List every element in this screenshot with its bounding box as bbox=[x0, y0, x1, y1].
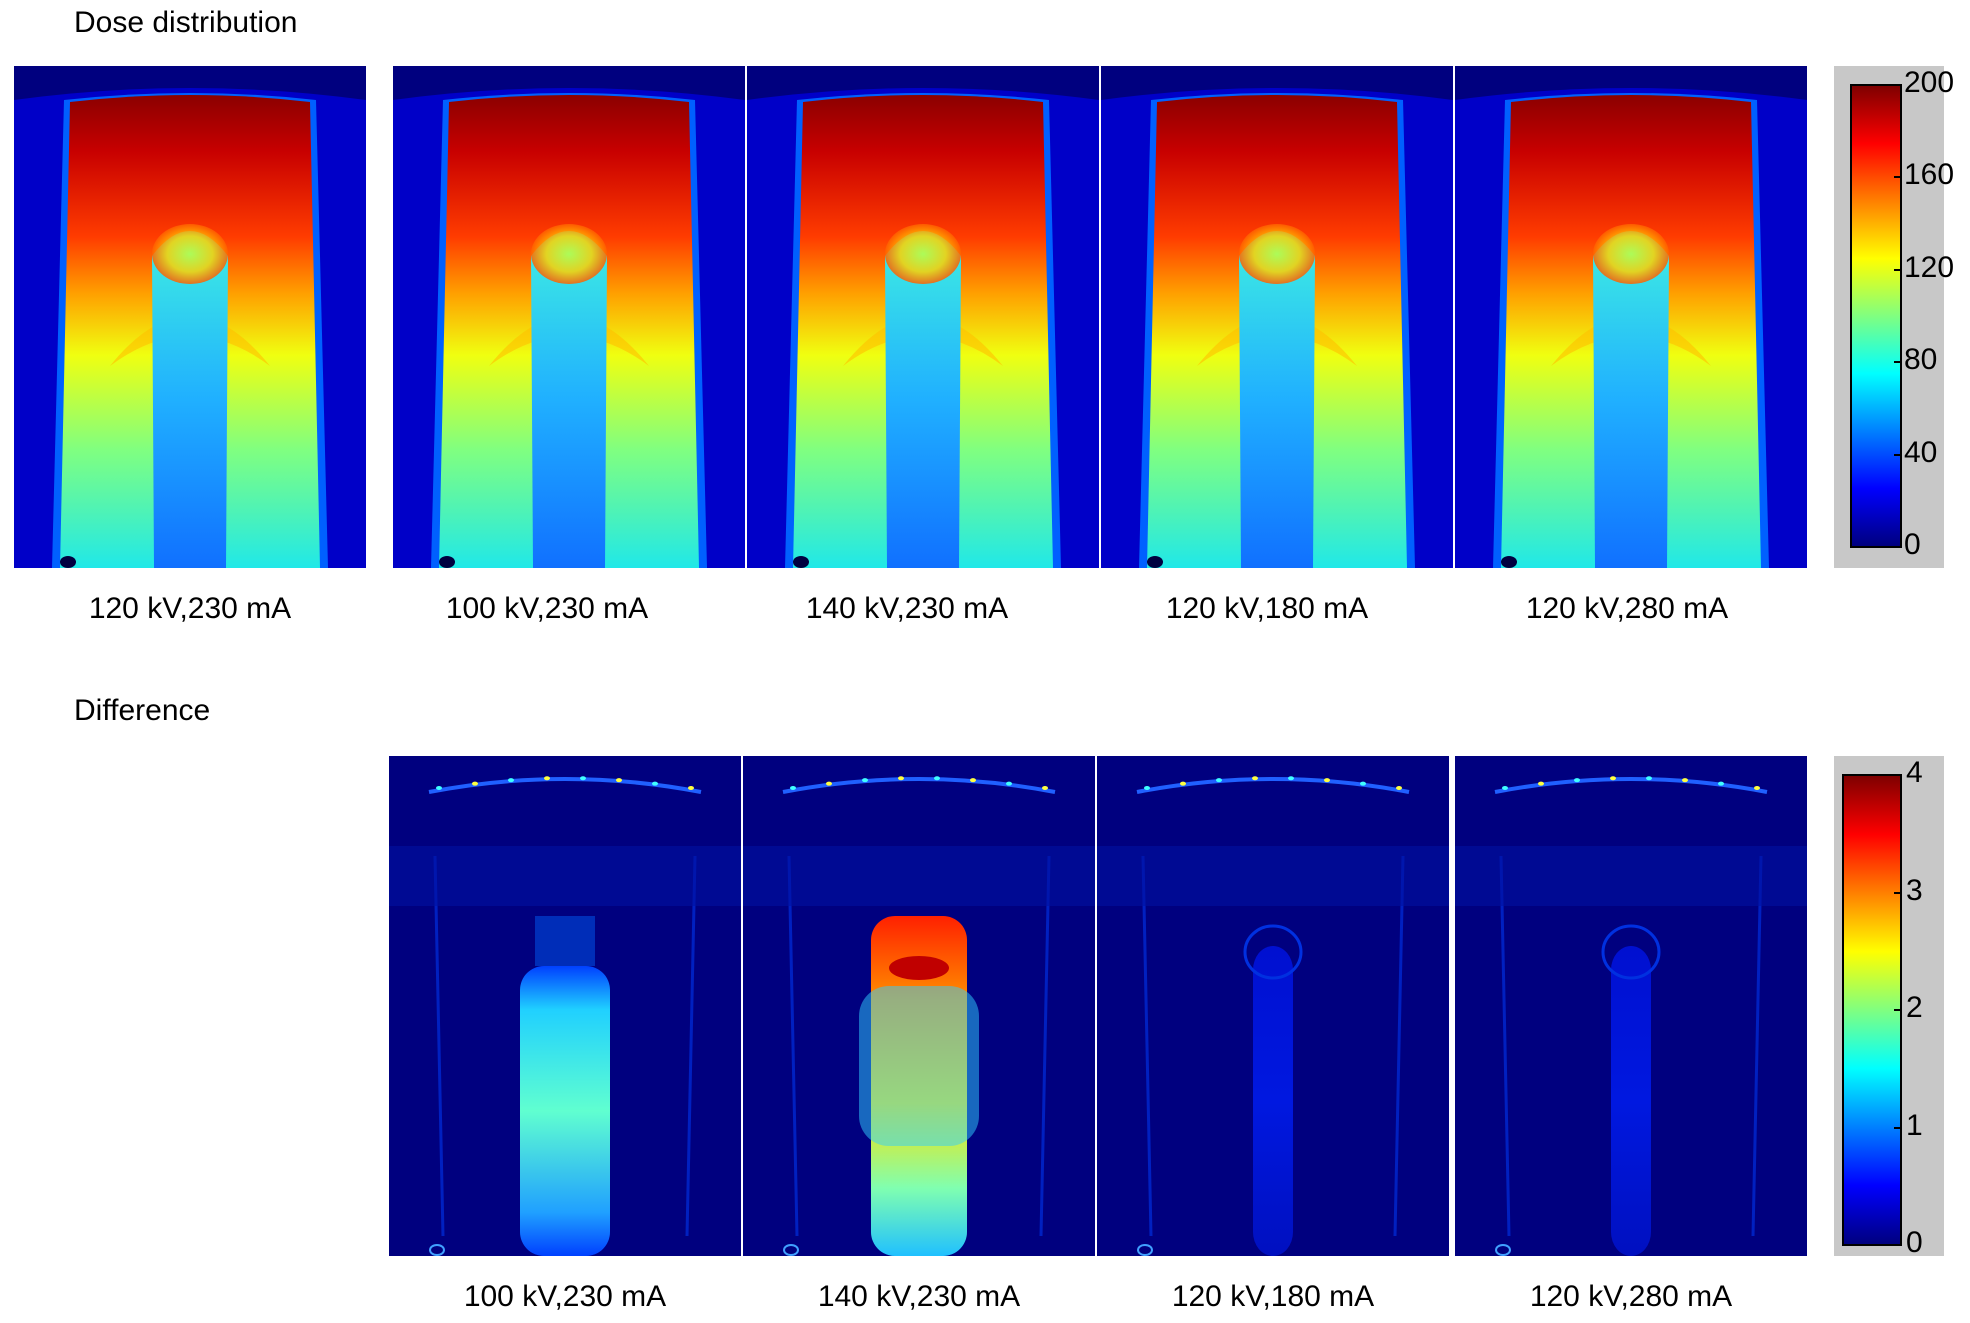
difference-caption-4: 120 kV,280 mA bbox=[1529, 1280, 1733, 1313]
dose-distribution-title: Dose distribution bbox=[74, 6, 298, 39]
dose-colorbar bbox=[1850, 84, 1902, 548]
difference-panel-2 bbox=[743, 756, 1095, 1256]
difference-panel-1 bbox=[389, 756, 741, 1256]
dose-panel-4 bbox=[1101, 66, 1453, 568]
dose-caption-1: 120 kV,230 mA bbox=[88, 592, 292, 625]
difference-colorbar-tick-label: 4 bbox=[1906, 756, 1923, 789]
dose-colorbar-tick-mark bbox=[1894, 453, 1902, 456]
difference-caption-2: 140 kV,230 mA bbox=[817, 1280, 1021, 1313]
difference-colorbar-tick-mark bbox=[1894, 774, 1902, 776]
difference-panel-4 bbox=[1455, 756, 1807, 1256]
difference-panel-3 bbox=[1097, 756, 1449, 1256]
dose-panel-5 bbox=[1455, 66, 1807, 568]
dose-caption-5: 120 kV,280 mA bbox=[1525, 592, 1729, 625]
difference-caption-1: 100 kV,230 mA bbox=[463, 1280, 667, 1313]
difference-colorbar-tick-label: 0 bbox=[1906, 1226, 1923, 1259]
dose-colorbar-tick-mark bbox=[1894, 546, 1902, 548]
dose-colorbar-tick-label: 120 bbox=[1904, 250, 1955, 284]
dose-colorbar-tick-mark bbox=[1894, 84, 1902, 86]
difference-colorbar-tick-label: 1 bbox=[1906, 1108, 1923, 1142]
dose-colorbar-tick-label: 0 bbox=[1904, 528, 1921, 561]
dose-colorbar-tick-label: 40 bbox=[1904, 435, 1938, 469]
dose-colorbar-tick-label: 200 bbox=[1904, 66, 1955, 99]
dose-colorbar-tick-label: 160 bbox=[1904, 158, 1955, 192]
dose-panel-1 bbox=[14, 66, 366, 568]
difference-colorbar-tick-label: 3 bbox=[1906, 873, 1923, 907]
dose-colorbar-tick-mark bbox=[1894, 268, 1902, 271]
difference-colorbar-tick-mark bbox=[1894, 1244, 1902, 1246]
difference-caption-3: 120 kV,180 mA bbox=[1171, 1280, 1375, 1313]
difference-colorbar-tick-mark bbox=[1894, 1126, 1902, 1129]
difference-colorbar-tick-mark bbox=[1894, 891, 1902, 894]
difference-title: Difference bbox=[74, 694, 211, 727]
difference-colorbar-tick-mark bbox=[1894, 1009, 1902, 1011]
dose-caption-4: 120 kV,180 mA bbox=[1165, 592, 1369, 625]
dose-caption-2: 100 kV,230 mA bbox=[445, 592, 649, 625]
dose-caption-3: 140 kV,230 mA bbox=[805, 592, 1009, 625]
dose-colorbar-tick-mark bbox=[1894, 176, 1902, 179]
difference-colorbar-tick-label: 2 bbox=[1906, 991, 1923, 1024]
difference-colorbar bbox=[1842, 774, 1902, 1246]
dose-colorbar-tick-label: 80 bbox=[1904, 343, 1938, 377]
dose-panel-3 bbox=[747, 66, 1099, 568]
dose-colorbar-tick-mark bbox=[1894, 361, 1902, 364]
dose-panel-2 bbox=[393, 66, 745, 568]
